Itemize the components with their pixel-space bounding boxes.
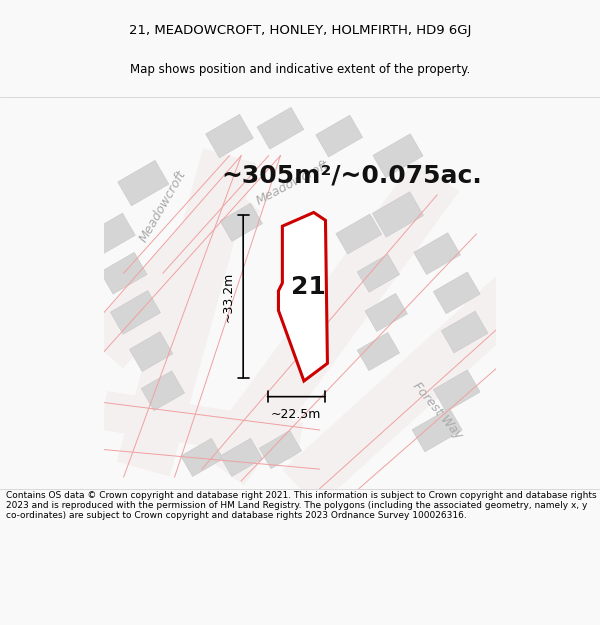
- Text: Meadowcroft: Meadowcroft: [137, 168, 188, 245]
- Polygon shape: [278, 213, 328, 381]
- Text: ~22.5m: ~22.5m: [271, 408, 321, 421]
- Polygon shape: [433, 272, 480, 314]
- Polygon shape: [130, 332, 173, 371]
- Text: Meadowcroft: Meadowcroft: [253, 158, 331, 208]
- Polygon shape: [433, 370, 480, 412]
- Polygon shape: [206, 114, 253, 158]
- Polygon shape: [441, 311, 488, 353]
- Polygon shape: [373, 192, 424, 237]
- Text: Forest Way: Forest Way: [410, 379, 464, 441]
- Polygon shape: [220, 203, 262, 241]
- Text: Contains OS data © Crown copyright and database right 2021. This information is : Contains OS data © Crown copyright and d…: [6, 491, 596, 521]
- Text: ~305m²/~0.075ac.: ~305m²/~0.075ac.: [221, 163, 482, 188]
- Text: 21, MEADOWCROFT, HONLEY, HOLMFIRTH, HD9 6GJ: 21, MEADOWCROFT, HONLEY, HOLMFIRTH, HD9 …: [129, 24, 471, 38]
- Polygon shape: [414, 232, 460, 274]
- Polygon shape: [100, 253, 147, 294]
- Polygon shape: [181, 438, 223, 476]
- Text: 21: 21: [292, 275, 326, 299]
- Polygon shape: [373, 134, 423, 178]
- Text: Map shows position and indicative extent of the property.: Map shows position and indicative extent…: [130, 63, 470, 76]
- Polygon shape: [141, 371, 184, 411]
- Polygon shape: [283, 274, 533, 508]
- Polygon shape: [316, 115, 362, 157]
- Polygon shape: [200, 159, 459, 486]
- Polygon shape: [101, 391, 303, 461]
- Polygon shape: [259, 431, 302, 469]
- Polygon shape: [117, 148, 256, 476]
- Polygon shape: [412, 408, 462, 452]
- Text: ~33.2m: ~33.2m: [221, 272, 235, 322]
- Polygon shape: [357, 254, 400, 292]
- Polygon shape: [257, 107, 304, 149]
- Polygon shape: [365, 293, 407, 331]
- Polygon shape: [118, 161, 169, 206]
- Polygon shape: [89, 213, 135, 255]
- Polygon shape: [336, 214, 382, 254]
- Polygon shape: [220, 438, 262, 476]
- Polygon shape: [85, 178, 260, 368]
- Polygon shape: [357, 332, 400, 371]
- Polygon shape: [110, 291, 160, 334]
